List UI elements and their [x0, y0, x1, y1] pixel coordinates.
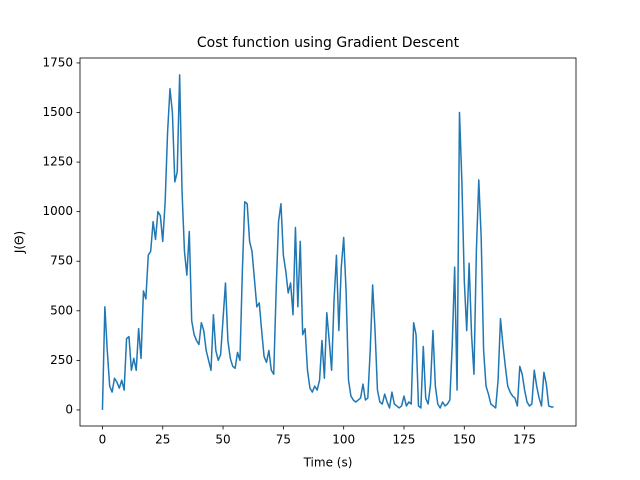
y-axis-label: J(Θ): [13, 231, 27, 254]
y-tick-label: 1500: [42, 105, 73, 119]
data-line: [101, 74, 554, 410]
chart-title: Cost function using Gradient Descent: [197, 35, 460, 51]
x-tick-label: 50: [215, 433, 230, 447]
x-tick-label: 150: [453, 433, 476, 447]
plot-frame: [79, 57, 577, 427]
x-tick-label: 100: [332, 433, 355, 447]
x-tick-label: 0: [99, 433, 107, 447]
y-tick-label: 1750: [42, 55, 73, 69]
x-tick-label: 175: [513, 433, 536, 447]
x-axis-label: Time (s): [303, 456, 353, 470]
y-tick-label: 500: [50, 303, 73, 317]
x-tick-label: 75: [276, 433, 291, 447]
y-tick-label: 0: [65, 402, 73, 416]
x-tick-label: 25: [155, 433, 170, 447]
y-tick-label: 750: [50, 254, 73, 268]
y-tick-label: 1000: [42, 204, 73, 218]
y-tick-label: 1250: [42, 155, 73, 169]
y-tick-label: 250: [50, 353, 73, 367]
x-tick-label: 125: [393, 433, 416, 447]
